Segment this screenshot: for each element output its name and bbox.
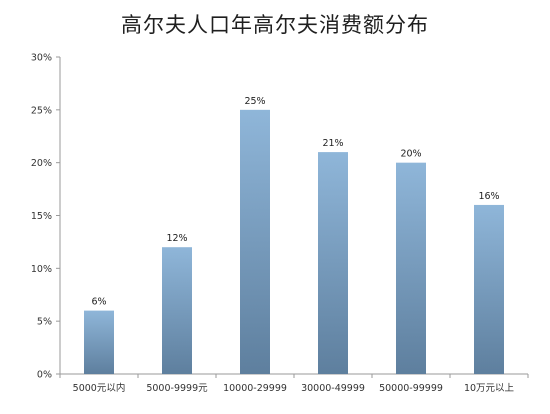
data-label-6: 16% [478,191,499,202]
x-tick-label-1: 5000元以内 [73,382,126,394]
bar-4 [318,152,348,374]
y-tick-label: 10% [31,264,52,275]
x-tick-label-4: 30000-49999 [301,383,365,394]
y-tick-label: 15% [31,211,52,222]
x-tick-label-3: 10000-29999 [223,383,287,394]
bars [84,109,504,374]
y-tick-label: 0% [37,370,52,381]
x-tick-label-5: 50000-99999 [379,383,443,394]
data-label-1: 6% [91,297,106,308]
data-label-5: 20% [400,149,421,160]
bar-1 [84,310,114,374]
y-axis-ticks: 0% 5% 10% 15% 20% 25% 30% [31,53,60,381]
bar-3 [240,109,270,374]
bar-6 [474,204,504,374]
axes [59,57,528,375]
x-tick-label-6: 10万元以上 [464,383,515,394]
x-tick-label-2: 5000-9999元 [146,383,208,394]
x-axis-ticks: 5000元以内 5000-9999元 10000-29999 30000-49999 5… [59,374,529,394]
data-label-4: 21% [322,138,343,149]
y-tick-label: 5% [37,317,52,328]
bar-2 [162,247,192,374]
data-labels: 6% 12% 25% 21% 20% 16% [91,96,499,308]
bar-5 [396,162,426,374]
data-label-2: 12% [166,233,187,244]
y-tick-label: 20% [31,158,52,169]
chart-title: 高尔夫人口年高尔夫消费额分布 [121,13,429,37]
data-label-3: 25% [244,96,265,107]
y-tick-label: 30% [31,53,52,64]
y-tick-label: 25% [31,105,52,116]
